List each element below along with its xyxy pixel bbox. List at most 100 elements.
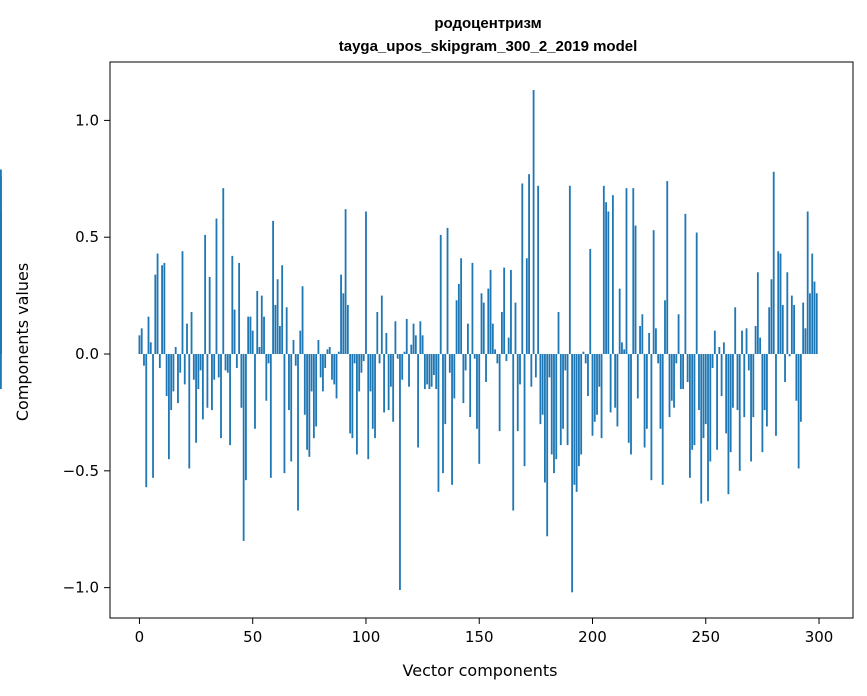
bar bbox=[272, 220, 274, 355]
bar bbox=[616, 354, 619, 427]
bar bbox=[473, 354, 476, 359]
x-axis: 0 50 100 150 200 250 300 bbox=[135, 618, 833, 646]
bar bbox=[324, 354, 327, 369]
bar bbox=[149, 342, 152, 355]
bar bbox=[793, 304, 796, 355]
bar bbox=[788, 354, 791, 357]
bar bbox=[618, 288, 621, 355]
bar bbox=[453, 354, 456, 399]
bar bbox=[140, 328, 143, 355]
bar bbox=[301, 286, 304, 355]
bar bbox=[725, 354, 728, 434]
bar bbox=[254, 354, 256, 429]
bar bbox=[804, 328, 807, 355]
bar bbox=[677, 314, 680, 355]
x-tick-label: 150 bbox=[465, 628, 494, 646]
bar bbox=[781, 304, 784, 355]
bar bbox=[605, 202, 607, 355]
bar bbox=[297, 354, 299, 511]
bar bbox=[686, 354, 689, 383]
bar bbox=[779, 253, 782, 355]
bar bbox=[444, 354, 447, 425]
bar bbox=[156, 253, 159, 355]
bar bbox=[698, 354, 700, 411]
bar bbox=[190, 311, 193, 355]
bar bbox=[337, 351, 340, 355]
bar bbox=[732, 354, 734, 408]
bar bbox=[657, 354, 660, 364]
bar bbox=[220, 354, 222, 439]
bar bbox=[675, 354, 678, 364]
bar bbox=[464, 354, 467, 371]
bar bbox=[500, 311, 503, 355]
bar bbox=[460, 258, 463, 355]
bar bbox=[328, 347, 331, 355]
bar bbox=[578, 354, 580, 467]
bar bbox=[704, 354, 707, 425]
bar bbox=[485, 354, 487, 383]
bar bbox=[494, 349, 496, 355]
bar bbox=[652, 230, 655, 355]
bar bbox=[419, 321, 422, 355]
bar bbox=[772, 171, 775, 355]
bar bbox=[360, 354, 363, 373]
bar bbox=[655, 328, 657, 355]
bar bbox=[707, 354, 709, 502]
bar bbox=[636, 354, 639, 399]
bars-group bbox=[0, 90, 818, 593]
bar bbox=[736, 354, 739, 411]
bar bbox=[489, 269, 492, 355]
bar bbox=[546, 354, 549, 537]
bar bbox=[405, 318, 408, 355]
bar bbox=[389, 354, 392, 387]
bar bbox=[566, 354, 569, 446]
bar bbox=[747, 354, 750, 371]
bar bbox=[240, 354, 243, 408]
bar bbox=[815, 293, 818, 355]
bar bbox=[668, 354, 671, 418]
bar bbox=[183, 354, 186, 385]
bar bbox=[510, 269, 512, 355]
bar bbox=[265, 354, 268, 401]
bar bbox=[188, 354, 191, 469]
bar bbox=[143, 354, 145, 366]
bar bbox=[283, 354, 286, 474]
bar bbox=[766, 354, 768, 427]
bar bbox=[523, 354, 526, 467]
bar bbox=[394, 321, 397, 355]
bar bbox=[591, 354, 594, 436]
bar bbox=[0, 354, 2, 390]
bar bbox=[720, 354, 723, 397]
bar bbox=[303, 354, 306, 415]
bar bbox=[448, 354, 451, 373]
bar bbox=[403, 351, 406, 355]
bar bbox=[491, 323, 494, 355]
y-tick-label: 1.0 bbox=[75, 111, 99, 129]
bar bbox=[292, 340, 295, 355]
bar bbox=[777, 251, 780, 355]
bar bbox=[378, 354, 381, 364]
bar bbox=[215, 218, 218, 355]
bar bbox=[267, 354, 270, 364]
bar bbox=[467, 323, 469, 355]
bar bbox=[385, 332, 388, 355]
bar bbox=[251, 330, 254, 355]
y-tick-label: −1.0 bbox=[63, 579, 99, 597]
bar bbox=[387, 354, 390, 411]
bar bbox=[478, 354, 481, 464]
bar bbox=[786, 272, 789, 355]
bar bbox=[700, 354, 703, 504]
bar bbox=[177, 354, 179, 404]
bar bbox=[231, 255, 234, 355]
y-tick-label: −0.5 bbox=[63, 462, 99, 480]
bar bbox=[290, 354, 293, 462]
bar bbox=[673, 354, 675, 408]
bar bbox=[752, 354, 755, 418]
bar bbox=[331, 354, 333, 380]
bar bbox=[666, 181, 669, 355]
bar bbox=[374, 354, 376, 439]
bar bbox=[138, 335, 141, 355]
bar bbox=[568, 185, 571, 355]
bar bbox=[192, 354, 195, 380]
